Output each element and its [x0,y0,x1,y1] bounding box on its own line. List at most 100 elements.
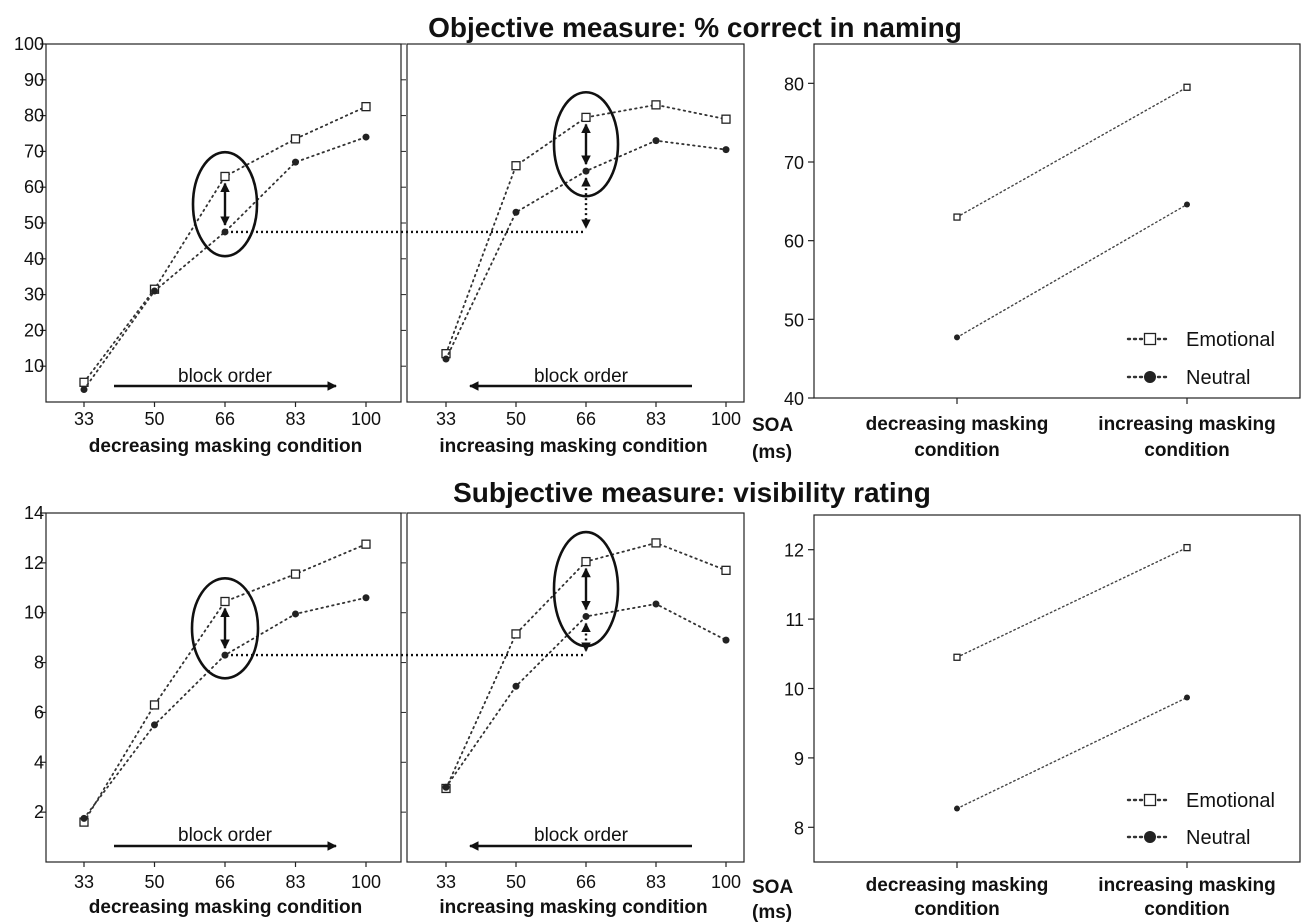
category-label: increasing masking [1098,414,1275,435]
x-tick-label: 33 [436,409,456,429]
point-emotional [290,134,301,144]
soa-unit-label: (ms) [752,902,792,923]
y-tick-label: 20 [24,320,44,340]
y-tick-label: 70 [784,153,804,173]
y-tick-label: 50 [784,310,804,330]
series-line-emotional [956,546,1188,658]
y-tick-label: 4 [34,752,44,772]
point-neutral [582,612,590,620]
y-tick-label: 80 [784,74,804,94]
category-label: decreasing masking [866,875,1049,896]
point-emotional [721,565,731,575]
x-tick-label: 50 [144,872,164,892]
legend-label-emotional: Emotional [1186,790,1275,812]
y-tick-label: 70 [24,141,44,161]
series-line-neutral [83,136,367,391]
block-order-label: block order [178,825,273,846]
plots-layer: 10 20 30 40 50 60 70 80 90 100 33 50 66 83 100 decreasi… [14,34,1301,923]
point-neutral [722,146,730,154]
panel-frame [406,43,745,403]
y-tick-label: 10 [24,603,44,623]
panel-frame [45,512,402,863]
block-order-label: block order [534,366,629,387]
x-tick-label: 66 [576,872,596,892]
series-line-emotional [83,105,367,384]
point-neutral [221,651,229,659]
category-label: decreasing masking [866,414,1049,435]
y-tick-label: 10 [784,680,804,700]
point-neutral [582,167,590,175]
point-emotional [581,112,591,123]
highlight-oval [190,576,260,680]
legend-marker-emotional [1143,332,1157,346]
y-tick-label: 12 [24,553,44,573]
legend-label-emotional: Emotional [1186,329,1275,351]
category-label: condition [1144,440,1229,461]
x-tick-label: 66 [215,872,235,892]
y-tick-label: 100 [14,34,44,54]
legend-label-neutral: Neutral [1186,827,1250,849]
point-neutral [221,228,229,236]
point-emotional [361,102,371,112]
panel-objective-decreasing: 10 20 30 40 50 60 70 80 90 100 33 50 66 83 100 decreasi… [14,34,406,457]
point-neutral [954,334,960,341]
panel-frame [406,512,745,863]
legend-marker-emotional [1143,793,1157,807]
x-axis-label: increasing masking condition [439,436,707,457]
y-tick-label: 8 [34,653,44,673]
point-emotional [953,213,961,221]
series-line-neutral [956,203,1188,339]
x-axis-label: increasing masking condition [439,897,707,918]
point-emotional [721,114,731,124]
point-emotional [1183,83,1191,91]
x-tick-label: 100 [711,872,741,892]
point-neutral [362,133,370,141]
y-tick-label: 60 [24,177,44,197]
point-neutral [512,208,520,216]
point-emotional [1183,543,1191,552]
y-tick-label: 40 [784,389,804,409]
block-order-label: block order [178,366,273,387]
y-tick-label: 80 [24,106,44,126]
point-neutral [652,600,660,608]
category-label: condition [914,440,999,461]
point-neutral [1184,694,1190,701]
panel-frame [813,43,1301,399]
category-label: increasing masking [1098,875,1275,896]
y-tick-label: 90 [24,70,44,90]
block-order-label: block order [534,825,629,846]
x-tick-label: 66 [215,409,235,429]
series-line-emotional [83,543,367,824]
point-emotional [953,653,961,661]
series-line-emotional [956,86,1188,218]
point-emotional [581,556,591,567]
y-tick-label: 40 [24,249,44,269]
soa-label: SOA [752,877,793,898]
point-neutral [442,783,450,791]
point-emotional [220,171,230,182]
x-axis-label: decreasing masking condition [89,436,362,457]
y-tick-label: 10 [24,356,44,376]
y-tick-label: 50 [24,213,44,233]
series-line-neutral [956,696,1188,810]
point-neutral [442,355,450,363]
category-label: condition [914,899,999,920]
x-axis-label: decreasing masking condition [89,897,362,918]
x-tick-label: 83 [646,872,666,892]
soa-unit-label: (ms) [752,442,792,463]
y-tick-label: 9 [794,749,804,769]
y-tick-label: 11 [785,610,804,630]
x-tick-label: 50 [506,872,526,892]
point-emotional [361,539,371,549]
x-tick-label: 83 [285,409,305,429]
point-emotional [651,100,661,110]
point-neutral [362,594,370,602]
point-neutral [80,814,88,822]
point-emotional [290,569,301,579]
section-title-objective: Objective measure: % correct in naming [428,12,962,43]
x-tick-label: 50 [506,409,526,429]
point-neutral [512,682,520,690]
point-neutral [1184,201,1190,208]
